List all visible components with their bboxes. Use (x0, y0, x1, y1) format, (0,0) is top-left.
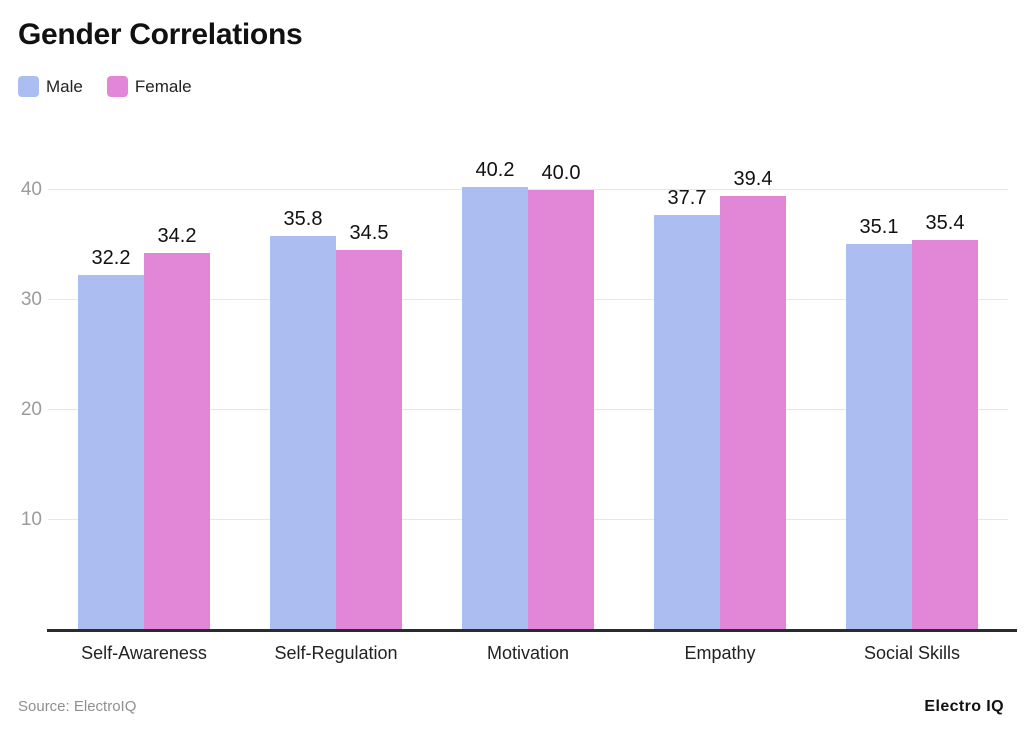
category-label-self-awareness: Self-Awareness (81, 643, 207, 663)
plot-area: 10 20 30 40 32.2 34.2 Self-Awareness 35.8 34.5 Se… (21, 140, 1017, 663)
bar-male-social-skills (846, 243, 912, 630)
bar-value-label: 35.1 (859, 215, 899, 238)
legend-label: Female (134, 76, 192, 96)
x-axis-line (47, 629, 1017, 632)
bar-value-label: 34.5 (349, 222, 389, 245)
legend-swatch-male (18, 76, 39, 97)
category-label-empathy: Empathy (684, 643, 756, 663)
legend: Male Female (18, 76, 192, 97)
legend-swatch-female (106, 76, 128, 97)
y-tick-label: 20 (20, 398, 42, 420)
bar-value-label: 39.4 (733, 168, 773, 191)
bar-value-label: 32.2 (91, 247, 131, 270)
category-label-motivation: Motivation (486, 643, 570, 663)
bar-male-empathy (654, 214, 720, 630)
bar-female-self-regulation (336, 250, 402, 630)
category-label-social-skills: Social Skills (863, 643, 961, 663)
legend-item-male: Male (18, 76, 83, 97)
gridline-y-40 (48, 188, 1008, 190)
bar-value-label: 35.4 (925, 212, 965, 235)
bar-female-motivation (528, 189, 594, 630)
bar-value-label: 40.0 (541, 161, 581, 184)
bar-male-self-regulation (270, 235, 336, 630)
bar-value-label: 37.7 (667, 186, 707, 209)
source-note: Source: ElectroIQ (18, 698, 137, 715)
bar-female-empathy (720, 196, 786, 630)
y-tick-label: 40 (20, 178, 42, 200)
bar-female-social-skills (912, 240, 978, 630)
bar-value-label: 34.2 (157, 225, 197, 248)
brand-logo: Electro IQ (924, 698, 1004, 715)
y-tick-label: 10 (20, 508, 42, 530)
bar-male-motivation (462, 187, 528, 630)
bar-value-label: 35.8 (283, 207, 323, 230)
y-tick-label: 30 (20, 288, 42, 310)
bar-male-self-awareness (78, 275, 144, 630)
legend-label: Male (46, 76, 83, 96)
bar-female-self-awareness (144, 253, 210, 630)
category-label-self-regulation: Self-Regulation (274, 643, 398, 663)
legend-item-female: Female (106, 76, 192, 97)
chart-title: Gender Correlations (18, 18, 303, 51)
bar-value-label: 40.2 (475, 159, 515, 182)
